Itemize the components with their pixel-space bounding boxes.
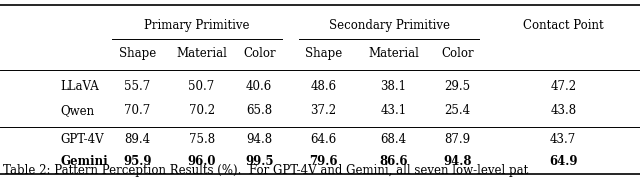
Text: 64.6: 64.6 [310,133,337,146]
Text: LLaVA: LLaVA [61,80,100,93]
Text: 55.7: 55.7 [124,80,151,93]
Text: Color: Color [442,47,474,60]
Text: 94.8: 94.8 [246,133,272,146]
Text: Contact Point: Contact Point [523,19,604,31]
Text: 64.9: 64.9 [549,155,577,168]
Text: 47.2: 47.2 [550,80,576,93]
Text: GPT-4V: GPT-4V [61,133,104,146]
Text: 43.8: 43.8 [550,104,576,117]
Text: Material: Material [176,47,227,60]
Text: Primary Primitive: Primary Primitive [145,19,250,31]
Text: Secondary Primitive: Secondary Primitive [328,19,450,31]
Text: Table 2: Pattern Perception Results (%).  For GPT-4V and Gemini, all seven low-l: Table 2: Pattern Perception Results (%).… [3,164,529,177]
Text: 86.6: 86.6 [380,155,408,168]
Text: 65.8: 65.8 [246,104,272,117]
Text: Gemini: Gemini [61,155,109,168]
Text: 70.2: 70.2 [189,104,214,117]
Text: 79.6: 79.6 [309,155,337,168]
Text: 40.6: 40.6 [246,80,273,93]
Text: 87.9: 87.9 [445,133,470,146]
Text: 25.4: 25.4 [445,104,470,117]
Text: 43.1: 43.1 [381,104,406,117]
Text: 70.7: 70.7 [124,104,151,117]
Text: 96.0: 96.0 [188,155,216,168]
Text: 68.4: 68.4 [381,133,406,146]
Text: 94.8: 94.8 [444,155,472,168]
Text: 50.7: 50.7 [188,80,215,93]
Text: 48.6: 48.6 [310,80,336,93]
Text: Material: Material [368,47,419,60]
Text: Qwen: Qwen [61,104,95,117]
Text: 99.5: 99.5 [245,155,273,168]
Text: Shape: Shape [119,47,156,60]
Text: Shape: Shape [305,47,342,60]
Text: 29.5: 29.5 [445,80,470,93]
Text: 37.2: 37.2 [310,104,336,117]
Text: Color: Color [243,47,275,60]
Text: 38.1: 38.1 [381,80,406,93]
Text: 89.4: 89.4 [125,133,150,146]
Text: 43.7: 43.7 [550,133,577,146]
Text: 75.8: 75.8 [189,133,214,146]
Text: 95.9: 95.9 [124,155,152,168]
